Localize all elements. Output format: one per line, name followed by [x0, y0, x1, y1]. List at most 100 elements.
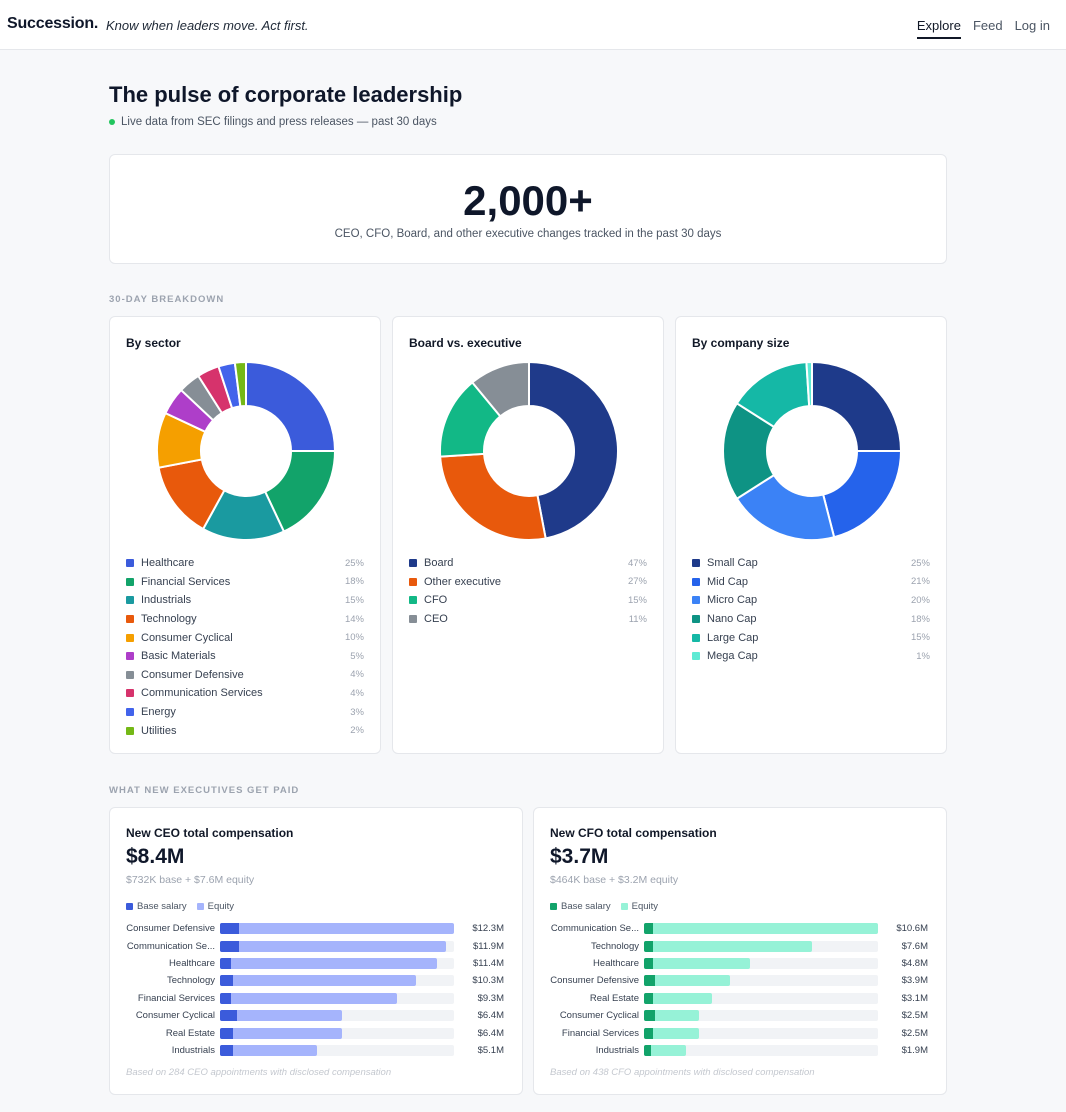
- donut-slice-board[interactable]: [528, 361, 619, 540]
- bar-base-salary: [220, 1027, 234, 1039]
- bar-base-salary: [644, 923, 653, 935]
- legend-swatch: [409, 615, 417, 624]
- legend-swatch: [126, 596, 134, 605]
- legend-percent: 11%: [628, 613, 647, 625]
- legend-item: Healthcare 25%: [126, 554, 364, 573]
- legend-swatch: [692, 652, 700, 661]
- bar-track: [644, 1010, 878, 1022]
- bar-track: [644, 1027, 878, 1039]
- bar-row[interactable]: Consumer Defensive $12.3M: [126, 920, 510, 937]
- bar-equity: [644, 1010, 700, 1022]
- bar-track: [220, 957, 454, 969]
- bar-category-label: Consumer Cyclical: [559, 1010, 639, 1022]
- donut-slice-mega-cap[interactable]: [805, 361, 813, 408]
- nav-feed[interactable]: Feed: [972, 18, 1003, 33]
- donut-slice-mid-cap[interactable]: [821, 450, 902, 539]
- legend-item: Financial Services 18%: [126, 573, 364, 592]
- bar-row[interactable]: Healthcare $4.8M: [550, 955, 934, 972]
- bar-row[interactable]: Real Estate $6.4M: [126, 1024, 510, 1041]
- bar-base-salary: [220, 975, 234, 987]
- bar-base-salary: [220, 957, 232, 969]
- bar-row[interactable]: Healthcare $11.4M: [126, 955, 510, 972]
- bar-value-label: $12.3M: [472, 923, 504, 935]
- legend-label: Healthcare: [141, 557, 195, 570]
- legend-item: Large Cap 15%: [692, 628, 930, 647]
- legend-label: Board: [424, 557, 454, 570]
- sector-legend: Healthcare 25% Financial Services 18% Indust…: [126, 554, 364, 740]
- legend-label: Communication Services: [141, 687, 263, 700]
- bar-row[interactable]: Consumer Cyclical $2.5M: [550, 1007, 934, 1024]
- bar-equity: [220, 1027, 342, 1039]
- cfo-comp-bar-chart: Communication Se... $10.6M Technology $7.6M…: [550, 920, 934, 1059]
- bar-row[interactable]: Industrials $5.1M: [126, 1042, 510, 1059]
- chart-title: By sector: [126, 336, 181, 350]
- legend-item: Communication Services 4%: [126, 684, 364, 703]
- bar-row[interactable]: Communication Se... $10.6M: [550, 920, 934, 937]
- bar-value-label: $7.6M: [901, 940, 928, 952]
- section-label-breakdown: 30-DAY BREAKDOWN: [109, 294, 225, 305]
- bar-row[interactable]: Financial Services $9.3M: [126, 990, 510, 1007]
- comp-breakdown-text: $464K base + $3.2M equity: [550, 874, 679, 886]
- legend-percent: 5%: [350, 650, 364, 662]
- legend-label: Industrials: [141, 594, 192, 607]
- donut-slice-small-cap[interactable]: [811, 361, 902, 452]
- comp-title: New CEO total compensation: [126, 826, 294, 840]
- legend-swatch: [126, 726, 134, 735]
- legend-label: Mega Cap: [707, 650, 758, 663]
- bar-row[interactable]: Industrials $1.9M: [550, 1042, 934, 1059]
- bar-equity: [644, 1027, 700, 1039]
- bar-row[interactable]: Real Estate $3.1M: [550, 990, 934, 1007]
- bar-value-label: $10.6M: [896, 923, 928, 935]
- bar-equity: [220, 1044, 318, 1056]
- bar-base-salary: [220, 940, 240, 952]
- legend-percent: 27%: [627, 576, 647, 588]
- bar-category-label: Financial Services: [561, 1027, 639, 1039]
- donut-slice-other-executive[interactable]: [439, 452, 547, 541]
- bar-track: [220, 1010, 454, 1022]
- bar-value-label: $3.1M: [901, 992, 928, 1004]
- bar-value-label: $6.4M: [477, 1027, 504, 1039]
- nav-explore[interactable]: Explore: [916, 18, 961, 39]
- legend-percent: 2%: [350, 725, 364, 737]
- legend-percent: 1%: [916, 650, 930, 662]
- ceo-comp-bar-chart: Consumer Defensive $12.3M Communication Se…: [126, 920, 510, 1059]
- legend-item: Energy 3%: [126, 703, 364, 722]
- bar-value-label: $3.9M: [901, 975, 928, 987]
- chart-title: Board vs. executive: [409, 336, 522, 350]
- nav-login[interactable]: Log in: [1014, 18, 1050, 33]
- bar-track: [220, 1027, 454, 1039]
- bar-base-salary: [220, 1044, 234, 1056]
- legend-percent: 14%: [344, 613, 364, 625]
- page-subtitle-text: Live data from SEC filings and press rel…: [121, 116, 437, 128]
- brand-logo[interactable]: Succession.: [7, 15, 99, 32]
- donut-slice-ceo[interactable]: [470, 361, 530, 418]
- legend-label: Large Cap: [707, 631, 759, 644]
- legend-item: Basic Materials 5%: [126, 647, 364, 666]
- bar-row[interactable]: Technology $10.3M: [126, 972, 510, 989]
- comp-total-value: $3.7M: [550, 845, 609, 868]
- legend-label: Other executive: [424, 575, 502, 588]
- legend-base-salary: Base salary: [550, 901, 611, 912]
- legend-percent: 47%: [627, 557, 647, 569]
- bar-row[interactable]: Consumer Defensive $3.9M: [550, 972, 934, 989]
- bar-row[interactable]: Technology $7.6M: [550, 937, 934, 954]
- bar-category-label: Technology: [590, 940, 639, 952]
- legend-label: Financial Services: [141, 575, 231, 588]
- donut-slice-utilities[interactable]: [233, 361, 247, 408]
- legend-label: CEO: [424, 613, 448, 626]
- bar-row[interactable]: Communication Se... $11.9M: [126, 937, 510, 954]
- bar-row[interactable]: Financial Services $2.5M: [550, 1024, 934, 1041]
- page-subtitle: Live data from SEC filings and press rel…: [109, 116, 437, 128]
- company-size-chart-card: By company size Small Cap 25% Mid Cap 21% Mi…: [675, 316, 947, 754]
- donut-slice-healthcare[interactable]: [245, 361, 336, 452]
- bar-value-label: $2.5M: [901, 1010, 928, 1022]
- bar-equity: [220, 992, 397, 1004]
- bar-equity: [220, 1010, 342, 1022]
- legend-label: Consumer Cyclical: [141, 631, 233, 644]
- bar-category-label: Real Estate: [589, 992, 639, 1004]
- bar-base-salary: [644, 992, 653, 1004]
- bar-equity: [220, 940, 447, 952]
- legend-swatch: [126, 577, 134, 586]
- legend-swatch: [692, 559, 700, 568]
- bar-row[interactable]: Consumer Cyclical $6.4M: [126, 1007, 510, 1024]
